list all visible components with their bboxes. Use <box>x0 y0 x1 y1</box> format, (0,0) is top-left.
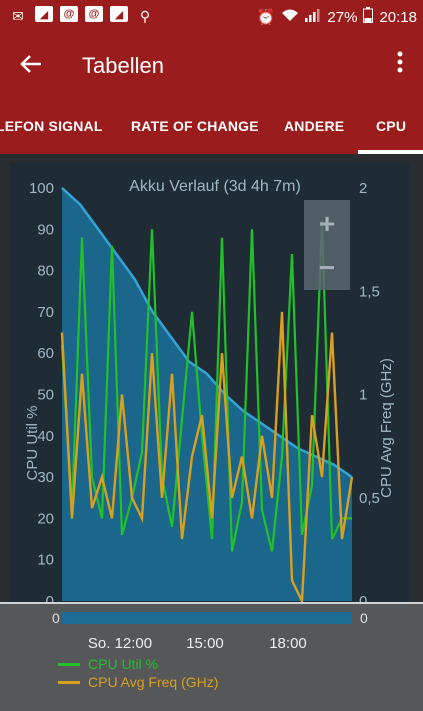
cpu-util-series <box>60 220 352 552</box>
legend-item-cpu-freq[interactable]: CPU Avg Freq (GHz) <box>58 673 218 691</box>
x-axis-ticks: So. 12:00 15:00 18:00 <box>88 635 307 652</box>
y-tick-label: 40 <box>37 428 54 445</box>
y2-tick-label: 1 <box>359 387 367 404</box>
navigator-svg: 0 0 So. 12:00 15:00 18:00 <box>0 602 423 652</box>
chart-card[interactable]: 0 10 20 30 40 50 60 70 80 90 100 0 0,5 1 1,5 2 Akku Ver… <box>10 163 410 608</box>
at-icon: @ <box>60 6 78 22</box>
battery-percent: 27% <box>327 8 358 26</box>
at-icon: @ <box>85 6 103 22</box>
notification-icons: ✉ ◢ @ @ ◢ ⚲ <box>8 6 155 26</box>
overflow-menu-button[interactable] <box>387 48 413 82</box>
y-tick-label: 20 <box>37 510 54 527</box>
location-icon: ⚲ <box>139 7 151 24</box>
zoom-controls: + − <box>304 200 350 290</box>
chart-svg: 0 10 20 30 40 50 60 70 80 90 100 0 0,5 1 1,5 2 Akku Ver… <box>24 178 395 608</box>
y-tick-label: 70 <box>37 304 54 321</box>
tab-andere[interactable]: ANDERE <box>284 118 345 134</box>
signal-square-icon: ◢ <box>35 6 53 22</box>
back-arrow-icon <box>20 50 42 81</box>
legend-label: CPU Util % <box>88 656 159 672</box>
battery-area <box>62 188 352 601</box>
battery-line <box>61 187 353 479</box>
navigator-right-label: 0 <box>360 610 368 626</box>
y2-tick-label: 0 <box>359 593 367 608</box>
x-tick-label: 18:00 <box>269 635 307 652</box>
legend-swatch <box>58 662 80 666</box>
chart-title: Akku Verlauf (3d 4h 7m) <box>129 178 301 195</box>
y2-tick-label: 0,5 <box>359 490 380 507</box>
navigator[interactable]: 0 0 So. 12:00 15:00 18:00 CPU Util % CPU A… <box>0 602 423 711</box>
legend-item-cpu-util[interactable]: CPU Util % <box>58 655 218 673</box>
alarm-icon: ⏰ <box>256 9 276 26</box>
navigator-range[interactable] <box>62 612 352 624</box>
more-vert-icon <box>397 51 403 80</box>
navigator-left-label: 0 <box>52 610 60 626</box>
zoom-out-button[interactable]: − <box>319 252 335 283</box>
tab-cpu[interactable]: CPU <box>376 118 407 134</box>
clock: 20:18 <box>379 8 417 26</box>
zoom-in-button[interactable]: + <box>319 208 335 239</box>
y-tick-label: 30 <box>37 469 54 486</box>
tab-indicator <box>358 150 423 154</box>
battery-series <box>61 187 353 601</box>
y-tick-label: 100 <box>29 180 54 197</box>
back-button[interactable] <box>14 48 48 82</box>
app-bar: Tabellen <box>0 34 423 98</box>
wifi-icon <box>281 8 299 26</box>
tab-bar: LEFON SIGNAL RATE OF CHANGE ANDERE CPU <box>0 98 423 154</box>
axes-labels: 0 10 20 30 40 50 60 70 80 90 100 0 0,5 1 1,5 2 <box>29 180 380 608</box>
x-tick-label: 15:00 <box>186 635 224 652</box>
y2-tick-label: 1,5 <box>359 283 380 300</box>
cpu-freq-series <box>60 311 354 606</box>
mail-icon: ✉ <box>12 7 24 24</box>
legend: CPU Util % CPU Avg Freq (GHz) <box>58 655 218 691</box>
y-tick-label: 50 <box>37 387 54 404</box>
tab-telefon-signal[interactable]: LEFON SIGNAL <box>0 118 103 134</box>
y-tick-label: 0 <box>46 593 54 608</box>
cpu-freq-line <box>60 311 354 606</box>
signal-square-icon: ◢ <box>110 6 128 22</box>
x-tick-label: So. 12:00 <box>88 635 152 652</box>
y-tick-label: 80 <box>37 263 54 280</box>
y-tick-label: 90 <box>37 221 54 238</box>
cell-signal-icon <box>305 8 321 26</box>
y-axis-title: CPU Util % <box>24 405 41 480</box>
legend-label: CPU Avg Freq (GHz) <box>88 674 219 690</box>
page-title: Tabellen <box>82 53 164 78</box>
battery-icon <box>363 7 374 27</box>
tab-rate-of-change[interactable]: RATE OF CHANGE <box>131 118 259 134</box>
legend-swatch <box>58 680 80 684</box>
zoom-panel <box>304 200 350 290</box>
cpu-util-line <box>60 220 352 552</box>
y-tick-label: 10 <box>37 552 54 569</box>
system-status: ⏰ 27% 20:18 <box>257 7 417 27</box>
y2-axis-title: CPU Avg Freq (GHz) <box>378 358 395 498</box>
y2-tick-label: 2 <box>359 180 367 197</box>
y-tick-label: 60 <box>37 345 54 362</box>
status-bar: ✉ ◢ @ @ ◢ ⚲ ⏰ 27% 20:18 <box>0 0 423 34</box>
